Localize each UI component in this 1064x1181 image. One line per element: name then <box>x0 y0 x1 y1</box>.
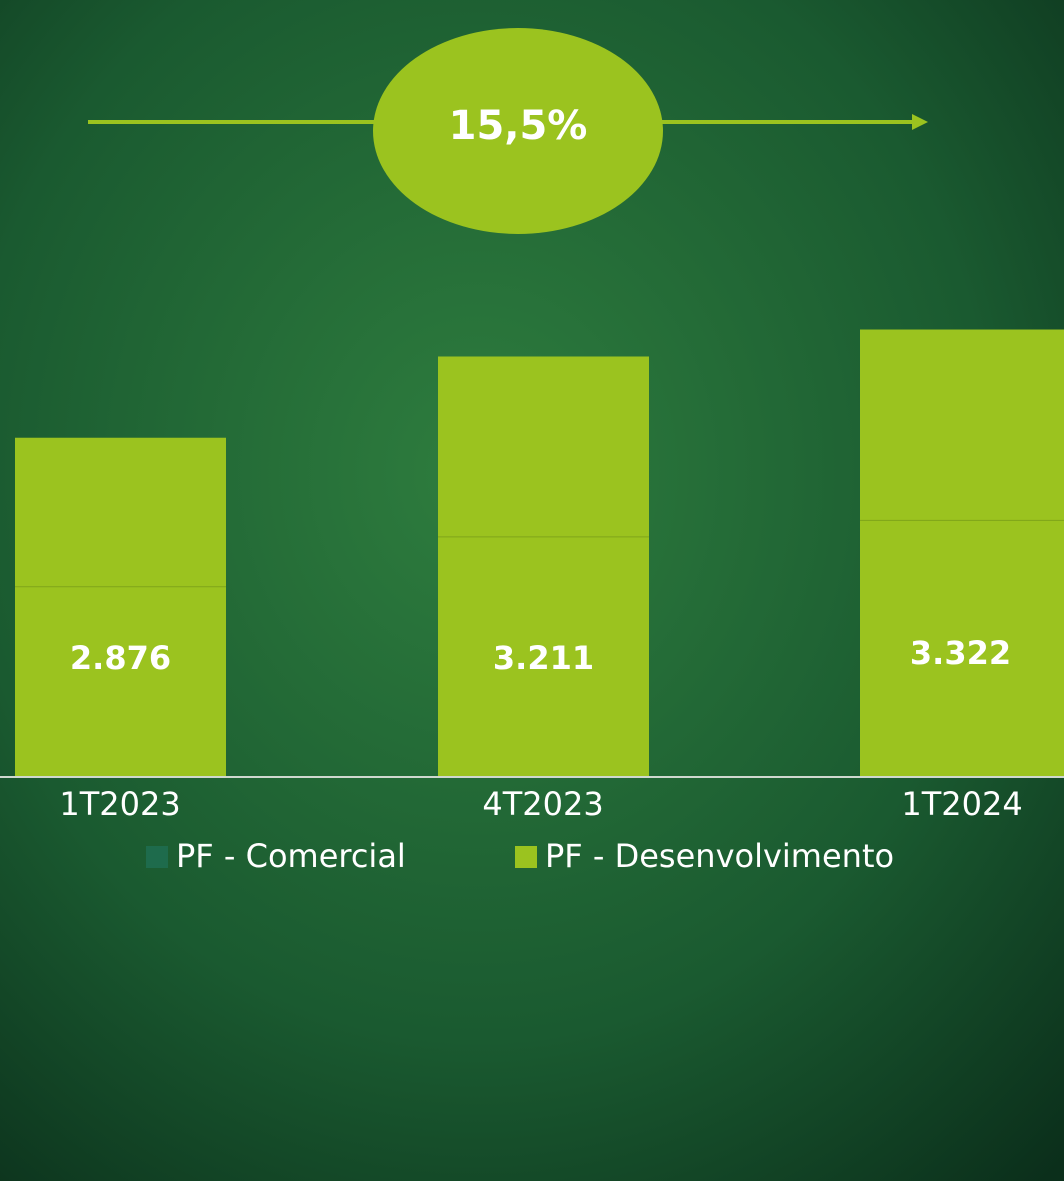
bar-segment <box>15 586 226 777</box>
value-label: 3.322 <box>910 634 1011 672</box>
legend: PF - Comercial PF - Desenvolvimento <box>146 837 894 875</box>
legend-swatch <box>515 846 537 868</box>
annotation-ellipse <box>373 28 663 234</box>
annotation: 15,5% <box>449 103 588 149</box>
bar-segment <box>15 437 226 587</box>
x-tick-label: 1T2024 <box>901 785 1022 823</box>
bar-segment <box>438 356 649 537</box>
x-tick-label: 4T2023 <box>482 785 603 823</box>
arrow-head <box>912 114 928 130</box>
bar-segment <box>860 329 1064 521</box>
plot-area: 2.876 1T2023 3.211 4T2023 3.322 1T2024 <box>15 329 1064 823</box>
bar-segment <box>860 520 1064 777</box>
legend-label: PF - Desenvolvimento <box>545 837 894 875</box>
value-label: 3.211 <box>493 639 594 677</box>
value-label: 2.876 <box>70 639 171 677</box>
legend-swatch <box>146 846 168 868</box>
legend-label: PF - Comercial <box>176 837 406 875</box>
bar-segment <box>438 536 649 777</box>
x-tick-label: 1T2023 <box>59 785 180 823</box>
